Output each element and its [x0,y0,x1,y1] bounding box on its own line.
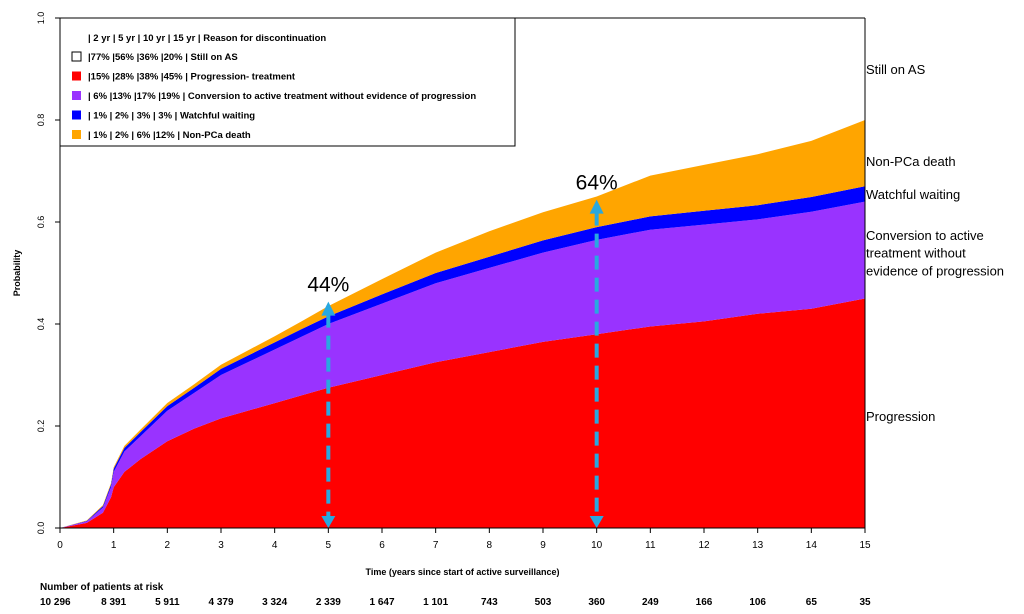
x-tick-label: 11 [645,540,656,551]
annotation-arrows: 44% 64% [307,172,618,528]
legend-box [59,17,516,147]
x-tick-label: 0 [57,540,63,551]
x-tick-label: 4 [272,540,278,551]
arrow-down-head [589,516,604,528]
legend-row-text: | 6% |13% |17% |19% | Conversion to acti… [88,91,476,102]
legend-row-text: | 1% | 2% | 6% |12% | Non-PCa death [88,130,251,141]
x-tick-label: 15 [859,540,871,551]
area-non-pca-death [60,120,865,528]
y-axis-title: Probability [12,250,22,297]
legend-swatch [72,130,81,139]
y-tick-label: 0.4 [36,318,46,331]
stacked-areas [60,120,865,529]
arrow-down-head [321,516,336,528]
at-risk-value: 743 [481,597,498,608]
at-risk-value: 1 647 [369,597,394,608]
y-tick-label: 0.6 [36,216,46,229]
area-progression [60,298,865,528]
x-tick-label: 14 [806,540,818,551]
at-risk-value: 2 339 [316,597,341,608]
x-tick-label: 8 [487,540,493,551]
legend-row-text: |15% |28% |38% |45% | Progression- treat… [88,72,296,83]
at-risk-value: 10 296 [40,597,71,608]
at-risk-value: 3 324 [262,597,287,608]
x-tick-label: 2 [165,540,171,551]
patients-at-risk: Number of patients at risk 10 296 8 391 5 … [40,582,871,608]
right-label: Watchful waiting [866,187,960,202]
y-tick-label: 1.0 [36,12,46,25]
x-tick-label: 7 [433,540,439,551]
right-label: Non-PCa death [866,154,956,169]
legend: | 2 yr | 5 yr | 10 yr | 15 yr | Reason f… [59,17,516,147]
right-label: Progression [866,409,935,424]
legend-swatch [72,71,81,81]
x-tick-label: 13 [752,540,764,551]
x-tick-label: 1 [111,540,117,551]
right-label: evidence of progression [866,263,1004,278]
y-tick-label: 0.0 [36,522,46,535]
at-risk-value: 1 101 [423,597,448,608]
at-risk-value: 106 [749,597,766,608]
right-series-labels: Still on AS Non-PCa death Watchful waiting… [866,62,1004,424]
annotation-label: 64% [576,172,618,195]
at-risk-value: 249 [642,597,659,608]
legend-row-text: |77% |56% |36% |20% | Still on AS [88,52,238,63]
at-risk-value: 35 [859,597,871,608]
right-label: Still on AS [866,62,926,77]
at-risk-value: 360 [588,597,605,608]
at-risk-value: 503 [535,597,552,608]
x-axis-title: Time (years since start of active survei… [366,567,560,577]
legend-row-text: | 1% | 2% | 3% | 3% | Watchful waiting [88,111,255,122]
x-tick-label: 6 [379,540,385,551]
legend-header: | 2 yr | 5 yr | 10 yr | 15 yr | Reason f… [88,33,326,44]
area-conversion-to-active-treatment-without-evidence-of-progression [60,201,865,528]
x-tick-label: 3 [218,540,224,551]
right-label: Conversion to active [866,228,984,243]
at-risk-value: 4 379 [208,597,233,608]
at-risk-title: Number of patients at risk [40,582,164,593]
arrow-up-head [589,199,604,214]
x-tick-label: 9 [540,540,546,551]
y-tick-label: 0.8 [36,114,46,127]
legend-swatch [72,110,81,120]
annotation-label: 44% [307,274,349,297]
x-tick-label: 5 [326,540,332,551]
x-tick-label: 10 [591,540,603,551]
right-label: treatment without [866,246,966,261]
x-tick-label: 12 [698,540,710,551]
at-risk-value: 8 391 [101,597,126,608]
at-risk-value: 166 [696,597,713,608]
y-tick-label: 0.2 [36,420,46,433]
legend-swatch [72,91,81,100]
y-axis-ticks: 0.0 0.2 0.4 0.6 0.8 1.0 [36,12,60,535]
arrow-up-head [321,301,336,316]
x-axis-ticks: 0 1 2 3 4 5 6 7 8 9 10 11 12 13 14 15 [57,528,871,551]
at-risk-value: 5 911 [155,597,180,608]
legend-swatch [71,51,82,62]
at-risk-value: 65 [806,597,818,608]
